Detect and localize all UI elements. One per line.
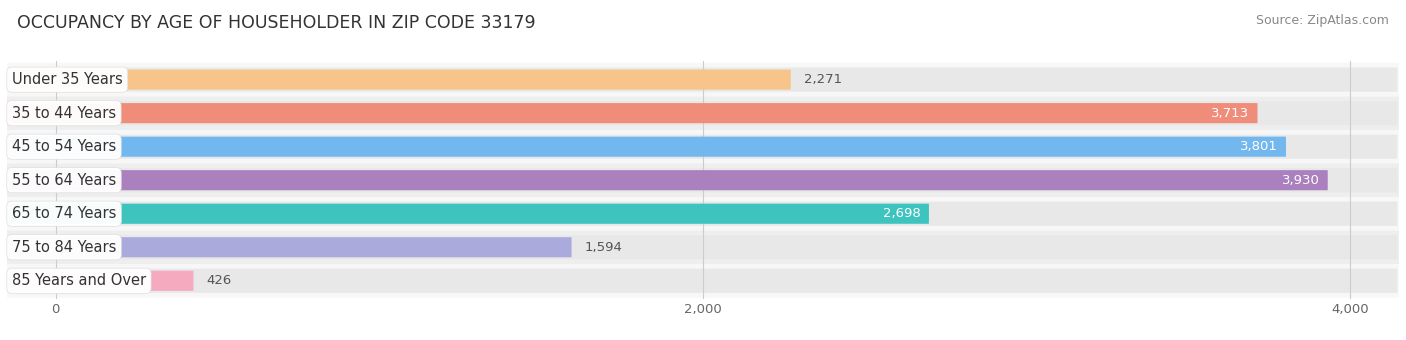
FancyBboxPatch shape bbox=[7, 63, 1399, 97]
FancyBboxPatch shape bbox=[7, 97, 1399, 130]
Text: 35 to 44 Years: 35 to 44 Years bbox=[11, 106, 117, 121]
FancyBboxPatch shape bbox=[8, 269, 1398, 293]
FancyBboxPatch shape bbox=[8, 168, 1398, 192]
Text: 2,271: 2,271 bbox=[804, 73, 842, 86]
FancyBboxPatch shape bbox=[7, 264, 1399, 298]
Text: 3,801: 3,801 bbox=[1240, 140, 1278, 153]
Text: Under 35 Years: Under 35 Years bbox=[11, 72, 122, 87]
FancyBboxPatch shape bbox=[8, 235, 1398, 259]
FancyBboxPatch shape bbox=[8, 68, 1398, 92]
FancyBboxPatch shape bbox=[8, 202, 1398, 226]
Text: 1,594: 1,594 bbox=[585, 241, 623, 254]
Text: 65 to 74 Years: 65 to 74 Years bbox=[11, 206, 117, 221]
Text: OCCUPANCY BY AGE OF HOUSEHOLDER IN ZIP CODE 33179: OCCUPANCY BY AGE OF HOUSEHOLDER IN ZIP C… bbox=[17, 14, 536, 32]
Text: 55 to 64 Years: 55 to 64 Years bbox=[11, 173, 117, 188]
FancyBboxPatch shape bbox=[8, 103, 1257, 123]
FancyBboxPatch shape bbox=[7, 197, 1399, 231]
FancyBboxPatch shape bbox=[8, 101, 1398, 125]
Text: 2,698: 2,698 bbox=[883, 207, 921, 220]
Text: 75 to 84 Years: 75 to 84 Years bbox=[11, 240, 117, 255]
FancyBboxPatch shape bbox=[8, 271, 194, 291]
Text: 3,930: 3,930 bbox=[1282, 174, 1320, 187]
FancyBboxPatch shape bbox=[8, 170, 1327, 190]
FancyBboxPatch shape bbox=[7, 231, 1399, 264]
FancyBboxPatch shape bbox=[8, 137, 1286, 157]
FancyBboxPatch shape bbox=[8, 237, 572, 257]
FancyBboxPatch shape bbox=[8, 204, 929, 224]
FancyBboxPatch shape bbox=[7, 130, 1399, 164]
Text: 45 to 54 Years: 45 to 54 Years bbox=[11, 139, 117, 154]
Text: Source: ZipAtlas.com: Source: ZipAtlas.com bbox=[1256, 14, 1389, 27]
FancyBboxPatch shape bbox=[8, 70, 790, 90]
FancyBboxPatch shape bbox=[8, 135, 1398, 159]
FancyBboxPatch shape bbox=[7, 164, 1399, 197]
Text: 85 Years and Over: 85 Years and Over bbox=[11, 273, 146, 288]
Text: 426: 426 bbox=[207, 274, 232, 287]
Text: 3,713: 3,713 bbox=[1212, 107, 1250, 120]
